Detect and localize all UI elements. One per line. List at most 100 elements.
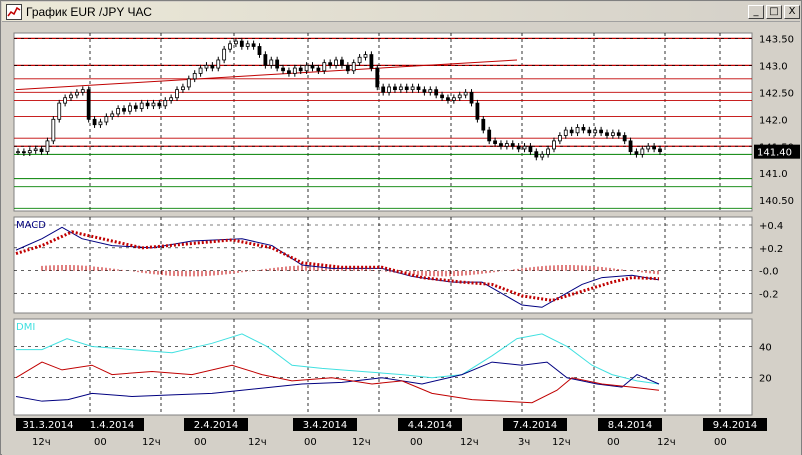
candle-body — [210, 64, 215, 69]
price-axis-label: 140.50 — [759, 196, 794, 207]
candle-body — [646, 145, 651, 150]
hour-label: 00 — [304, 437, 317, 448]
candle-body — [463, 91, 468, 96]
candle-body — [387, 86, 391, 93]
candle-body — [222, 48, 227, 61]
date-label: 2.4.2014 — [194, 420, 239, 431]
macd-axis-label: +0.2 — [759, 244, 783, 255]
candle-body — [269, 59, 274, 66]
candle-body — [381, 86, 386, 93]
candle-body — [487, 129, 492, 142]
candle-body — [605, 132, 609, 136]
candle-body — [157, 102, 162, 107]
macd-panel — [13, 216, 753, 314]
macd-title: MACD — [16, 220, 46, 231]
maximize-button[interactable]: □ — [766, 5, 782, 19]
candle-body — [540, 153, 545, 158]
candle-body — [186, 78, 191, 88]
hour-label: 00 — [714, 437, 727, 448]
candle-body — [393, 86, 397, 91]
candle-body — [640, 148, 645, 155]
candle-body — [27, 150, 32, 154]
dmi-plus-line — [15, 361, 660, 402]
candle-body — [552, 140, 556, 150]
candle-body — [575, 126, 580, 134]
date-label: 4.4.2014 — [408, 420, 453, 431]
date-label: 9.4.2014 — [713, 420, 758, 431]
candle-body — [534, 151, 539, 158]
dmi-title: DMI — [16, 322, 35, 333]
candle-body — [440, 94, 444, 99]
hour-label: 12ч — [552, 437, 571, 448]
macd-signal-line — [15, 230, 660, 302]
candle-body — [110, 113, 115, 118]
candle-body — [499, 143, 503, 147]
candle-body — [493, 140, 497, 144]
candle-body — [546, 148, 550, 155]
current-price-tag — [754, 144, 800, 159]
candle-body — [340, 59, 344, 66]
candle-body — [216, 59, 221, 69]
candle-body — [275, 59, 280, 69]
dmi-minus-line — [15, 361, 660, 404]
candle-body — [33, 148, 38, 151]
candle-body — [563, 129, 568, 136]
candle-body — [281, 67, 285, 72]
hour-label: 00 — [194, 437, 207, 448]
candle-body — [469, 91, 474, 104]
candle-body — [616, 132, 621, 136]
candle-body — [569, 129, 574, 134]
candle-body — [398, 86, 403, 91]
candle-body — [169, 97, 174, 101]
hour-label: 00 — [410, 437, 423, 448]
candle-body — [416, 86, 421, 91]
candle-body — [304, 64, 309, 72]
date-tag — [16, 418, 80, 431]
close-button[interactable]: X — [784, 5, 800, 19]
candle-body — [181, 86, 185, 91]
candle-body — [86, 89, 91, 120]
candle-body — [16, 151, 20, 154]
candle-body — [369, 54, 374, 69]
minimize-button[interactable]: _ — [748, 5, 764, 19]
candle-body — [228, 43, 232, 50]
candle-body — [599, 129, 604, 134]
candle-body — [351, 62, 356, 72]
date-tag — [598, 418, 662, 431]
candle-body — [98, 121, 103, 126]
candle-body — [510, 143, 515, 147]
candle-body — [658, 148, 662, 153]
hour-label: 00 — [607, 437, 620, 448]
candle-body — [557, 135, 562, 142]
candle-body — [292, 67, 297, 74]
chart-area[interactable]: 143.50143.0142.50142.0141.50141.0140.501… — [2, 23, 801, 455]
candle-body — [310, 64, 315, 69]
macd-axis-label: -0.0 — [759, 267, 779, 278]
candle-body — [245, 43, 250, 47]
candle-body — [80, 89, 85, 93]
candle-body — [128, 105, 132, 112]
candle-body — [434, 89, 439, 96]
candle-body — [446, 97, 450, 101]
candle-body — [428, 89, 433, 93]
chart-svg[interactable]: 143.50143.0142.50142.0141.50141.0140.501… — [2, 23, 801, 455]
candle-body — [204, 64, 209, 69]
candle-body — [63, 97, 68, 104]
title-bar[interactable]: График EUR /JPY ЧАС _ □ X — [2, 2, 800, 22]
date-tag — [703, 418, 767, 431]
candle-body — [652, 145, 657, 150]
price-axis-label: 142.0 — [759, 115, 788, 126]
hour-label: 12ч — [352, 437, 371, 448]
candle-body — [198, 67, 203, 74]
price-axis-label: 141.0 — [759, 169, 788, 180]
candle-body — [410, 86, 415, 91]
price-axis-label: 143.0 — [759, 61, 788, 72]
hour-label: 12ч — [657, 437, 676, 448]
candle-body — [345, 64, 350, 72]
hour-label: 00 — [94, 437, 107, 448]
date-label: 1.4.2014 — [90, 420, 135, 431]
candle-body — [263, 54, 268, 66]
candle-body — [528, 145, 533, 153]
hour-label: 12ч — [32, 437, 51, 448]
hour-label: 12ч — [142, 437, 161, 448]
